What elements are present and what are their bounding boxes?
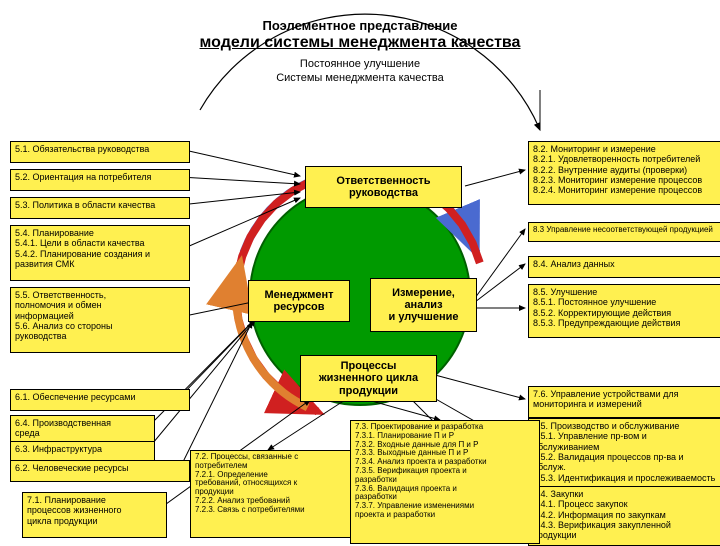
mid-box-0: 7.2. Процессы, связанные с потребителем … xyxy=(190,450,355,538)
left-box-2: 5.3. Политика в области качества xyxy=(10,197,190,219)
right-box-3: 8.5. Улучшение 8.5.1. Постоянное улучшен… xyxy=(528,284,720,338)
left-box-1: 5.2. Ориентация на потребителя xyxy=(10,169,190,191)
left-box-4: 5.5. Ответственность, полномочия и обмен… xyxy=(10,287,190,353)
right-box-1: 8.3 Управление несоответствующей продукц… xyxy=(528,222,720,242)
title-2: модели системы менеджмента качества xyxy=(0,34,720,52)
node-right: Измерение, анализ и улучшение xyxy=(370,278,477,332)
node-bottom: Процессы жизненного цикла продукции xyxy=(300,355,437,402)
right-box-5: 7.5. Производство и обслуживание 7.5.1. … xyxy=(528,418,720,488)
left-box-0: 5.1. Обязательства руководства xyxy=(10,141,190,163)
node-left: Менеджмент ресурсов xyxy=(248,280,350,322)
mid-box-1: 7.3. Проектирование и разработка 7.3.1. … xyxy=(350,420,540,544)
right-box-4: 7.6. Управление устройствами для монитор… xyxy=(528,386,720,418)
right-box-6: 7.4. Закупки 7.4.1. Процесс закупок 7.4.… xyxy=(528,486,720,546)
title-1: Поэлементное представление xyxy=(0,18,720,33)
left-box-8: 6.2. Человеческие ресурсы xyxy=(10,460,190,482)
left-box-9: 7.1. Планирование процессов жизненного ц… xyxy=(22,492,167,538)
right-box-0: 8.2. Мониторинг и измерение 8.2.1. Удовл… xyxy=(528,141,720,205)
node-top: Ответственность руководства xyxy=(305,166,462,208)
left-box-5: 6.1. Обеспечение ресурсами xyxy=(10,389,190,411)
left-box-3: 5.4. Планирование 5.4.1. Цели в области … xyxy=(10,225,190,281)
right-box-2: 8.4. Анализ данных xyxy=(528,256,720,278)
title-3: Постоянное улучшение xyxy=(0,58,720,70)
title-4: Системы менеджмента качества xyxy=(0,72,720,84)
